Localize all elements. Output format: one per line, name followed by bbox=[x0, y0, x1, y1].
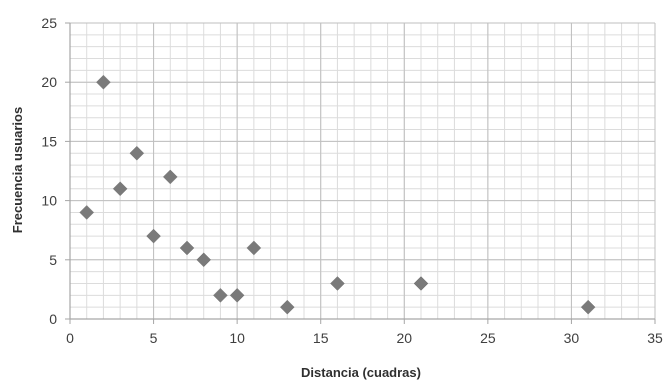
data-point-diamond bbox=[580, 299, 596, 315]
x-tick-label: 20 bbox=[396, 330, 412, 346]
x-tick-label: 5 bbox=[150, 330, 158, 346]
y-tick-labels: 0 5 10 15 20 25 bbox=[41, 15, 57, 327]
y-tick-label: 5 bbox=[49, 252, 57, 268]
data-point-diamond bbox=[162, 169, 178, 185]
data-point-diamond bbox=[279, 299, 295, 315]
data-point-diamond bbox=[96, 74, 111, 90]
x-tick-labels: 0 5 10 15 20 25 30 35 bbox=[66, 330, 663, 346]
y-axis-title: Frecuencia usuarios bbox=[10, 107, 25, 233]
data-point-diamond bbox=[213, 287, 228, 303]
data-point-diamond bbox=[179, 240, 195, 256]
data-point-diamond bbox=[112, 181, 128, 197]
data-point-diamond bbox=[229, 287, 245, 303]
data-point-diamond bbox=[196, 252, 212, 268]
x-tick-label: 30 bbox=[564, 330, 580, 346]
axes bbox=[65, 22, 656, 324]
major-grid bbox=[69, 22, 656, 320]
data-point-diamond bbox=[413, 276, 429, 291]
x-tick-label: 10 bbox=[229, 330, 245, 346]
data-point-diamond bbox=[79, 205, 95, 220]
data-point-diamond bbox=[129, 145, 145, 161]
x-tick-label: 15 bbox=[313, 330, 329, 346]
x-tick-label: 25 bbox=[480, 330, 496, 346]
y-tick-label: 15 bbox=[41, 133, 57, 149]
y-tick-label: 10 bbox=[41, 193, 57, 209]
data-point-diamond bbox=[246, 240, 262, 256]
minor-grid bbox=[69, 22, 656, 320]
y-tick-label: 0 bbox=[49, 311, 57, 327]
y-tick-label: 20 bbox=[41, 74, 57, 90]
data-point-diamond bbox=[146, 228, 161, 244]
data-points bbox=[79, 74, 596, 315]
y-tick-label: 25 bbox=[41, 15, 57, 31]
data-point-diamond bbox=[330, 276, 345, 291]
x-axis-title: Distancia (cuadras) bbox=[301, 365, 421, 380]
x-tick-label: 35 bbox=[647, 330, 663, 346]
x-tick-label: 0 bbox=[66, 330, 74, 346]
